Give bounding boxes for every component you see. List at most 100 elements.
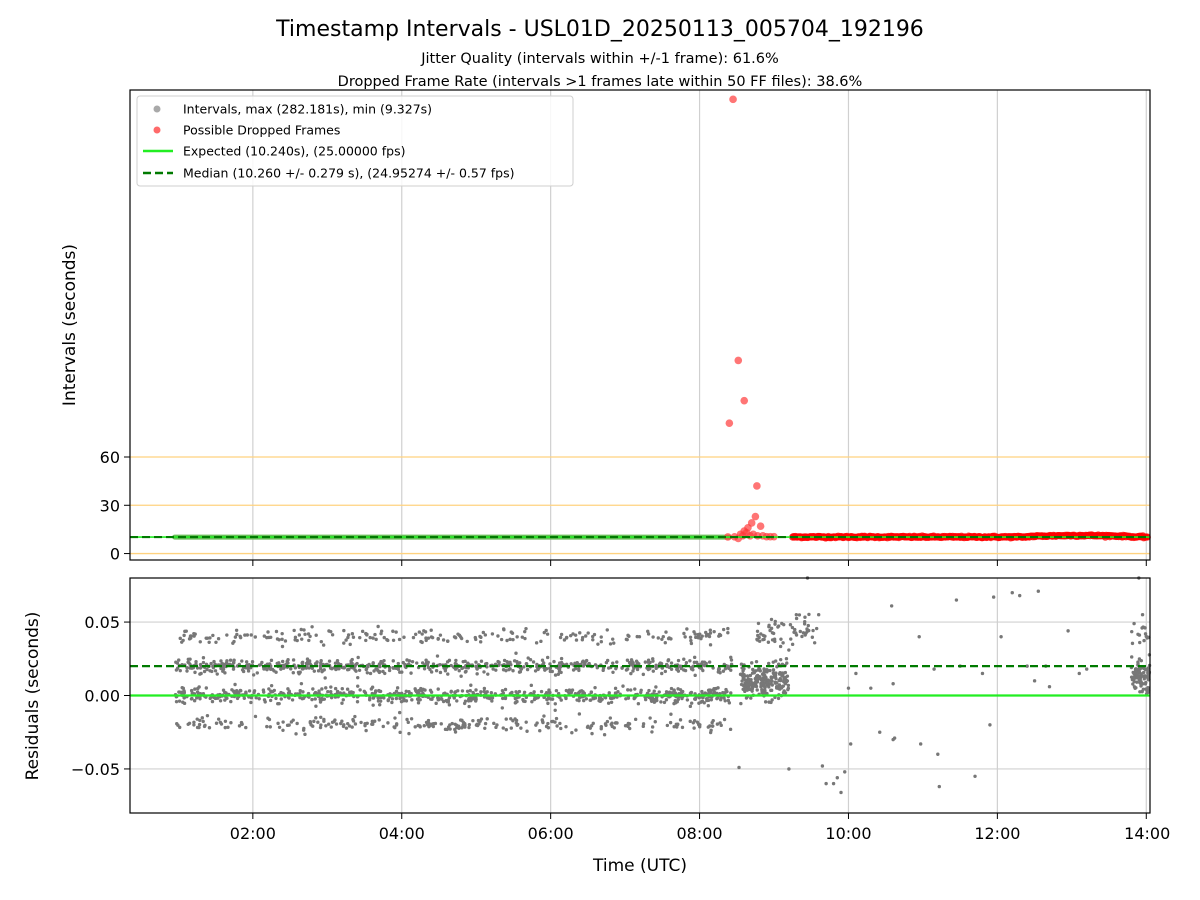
residual-point bbox=[322, 668, 326, 672]
residual-point bbox=[304, 661, 309, 666]
residual-point bbox=[568, 633, 573, 638]
residual-point bbox=[771, 671, 776, 675]
residual-point bbox=[479, 690, 483, 694]
residual-point bbox=[781, 641, 785, 645]
residual-point bbox=[478, 640, 483, 644]
residual-point bbox=[755, 674, 759, 678]
residual-point bbox=[729, 691, 733, 695]
residual-point bbox=[589, 724, 594, 728]
residual-point bbox=[276, 702, 280, 706]
residual-point bbox=[518, 661, 522, 665]
residual-point bbox=[786, 687, 790, 692]
residual-point bbox=[453, 636, 458, 640]
x-tick-label: 14:00 bbox=[1124, 824, 1170, 843]
residual-point bbox=[778, 657, 783, 662]
residual-point bbox=[672, 725, 676, 729]
residual-point bbox=[1018, 593, 1022, 598]
residual-point bbox=[235, 632, 239, 637]
residual-point bbox=[771, 668, 776, 672]
residual-point bbox=[354, 669, 358, 673]
residual-point bbox=[567, 688, 572, 692]
residual-point bbox=[511, 669, 515, 673]
residual-point bbox=[523, 629, 527, 634]
residual-point bbox=[754, 659, 759, 664]
residual-point bbox=[420, 661, 425, 665]
residual-point bbox=[330, 633, 335, 637]
residual-point bbox=[250, 660, 255, 664]
residual-point bbox=[519, 667, 524, 671]
residual-point bbox=[287, 696, 291, 700]
residual-point bbox=[499, 637, 504, 642]
residual-point bbox=[318, 725, 323, 730]
residual-point bbox=[249, 700, 253, 705]
residual-point bbox=[545, 632, 550, 636]
residual-point bbox=[220, 662, 225, 666]
residual-point bbox=[274, 629, 279, 634]
residual-point bbox=[1140, 674, 1144, 678]
residual-point bbox=[307, 638, 311, 643]
bottom-y-axis-label: Residuals (seconds) bbox=[23, 612, 43, 781]
residual-point bbox=[398, 730, 402, 735]
residual-point bbox=[688, 659, 692, 663]
residual-point bbox=[708, 643, 713, 647]
residual-point bbox=[395, 686, 400, 690]
residual-point bbox=[385, 638, 389, 642]
residual-point bbox=[209, 661, 213, 666]
residual-point bbox=[669, 637, 673, 641]
residual-point bbox=[705, 632, 709, 637]
top-y-tick-label: 60 bbox=[100, 448, 120, 467]
residual-point bbox=[759, 683, 763, 687]
residual-point bbox=[483, 721, 488, 726]
top-y-tick-label: 30 bbox=[100, 496, 120, 515]
residual-point bbox=[1133, 686, 1137, 690]
residual-point bbox=[429, 670, 434, 674]
residual-point bbox=[396, 667, 401, 671]
residual-point bbox=[1137, 657, 1142, 661]
residual-point bbox=[580, 660, 585, 664]
residual-point bbox=[371, 661, 375, 666]
legend-marker-dropped bbox=[153, 126, 161, 134]
residual-point bbox=[300, 667, 305, 671]
residual-point bbox=[460, 666, 464, 671]
residual-point bbox=[918, 742, 923, 746]
residual-point bbox=[710, 720, 714, 725]
residual-point bbox=[755, 688, 759, 692]
residual-point bbox=[763, 634, 767, 638]
residual-point bbox=[321, 643, 326, 647]
residual-point bbox=[374, 689, 378, 693]
residual-point bbox=[440, 697, 444, 701]
residual-point bbox=[1146, 674, 1150, 679]
residual-point bbox=[611, 696, 616, 700]
residual-point bbox=[580, 635, 585, 640]
residual-point bbox=[562, 638, 567, 642]
residual-point bbox=[300, 637, 304, 641]
residual-point bbox=[524, 661, 529, 666]
residual-point bbox=[471, 718, 475, 723]
residual-point bbox=[722, 717, 727, 722]
dropped-frame-point bbox=[751, 512, 760, 521]
residual-point bbox=[416, 701, 421, 705]
residual-point bbox=[604, 723, 608, 728]
x-tick-label: 04:00 bbox=[379, 824, 425, 843]
residual-point bbox=[189, 688, 194, 693]
residual-point bbox=[323, 676, 327, 680]
residual-point bbox=[492, 721, 496, 726]
residual-point bbox=[1136, 632, 1140, 637]
residual-point bbox=[249, 633, 253, 637]
residual-point bbox=[213, 696, 218, 701]
residual-point bbox=[407, 731, 411, 736]
residual-point bbox=[657, 690, 661, 694]
residual-point bbox=[585, 725, 590, 729]
residual-point bbox=[548, 690, 552, 695]
residual-point bbox=[661, 634, 665, 639]
residual-point bbox=[692, 726, 696, 730]
residual-point bbox=[701, 668, 705, 673]
residual-point bbox=[356, 655, 360, 660]
residual-point bbox=[743, 678, 747, 682]
residual-point bbox=[522, 665, 526, 669]
residual-point bbox=[1132, 675, 1136, 680]
residual-point bbox=[699, 636, 703, 641]
residual-point bbox=[654, 666, 658, 671]
residual-point bbox=[210, 699, 215, 704]
residual-point bbox=[219, 659, 223, 663]
